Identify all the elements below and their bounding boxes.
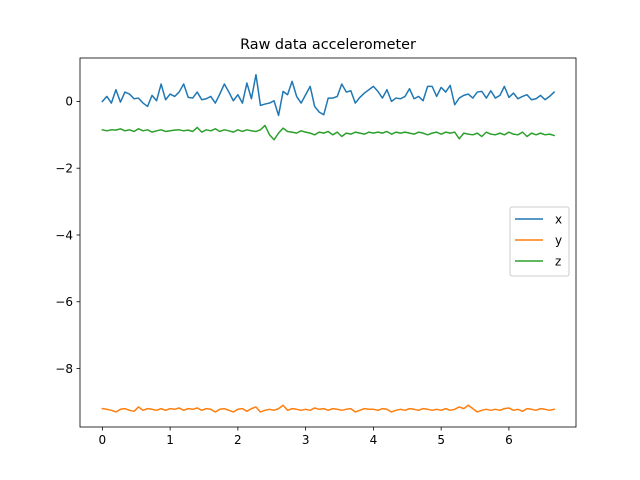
series-line-x <box>101 73 556 117</box>
chart-title: Raw data accelerometer <box>240 37 416 53</box>
x-axis: 0 1 2 3 4 5 6 <box>99 427 513 447</box>
y-tick-label: 0 <box>65 95 73 109</box>
legend-label-z: z <box>555 254 561 268</box>
x-tick-label: 0 <box>99 433 107 447</box>
y-tick-label: −6 <box>55 295 73 309</box>
y-axis: 0 −2 −4 −6 −8 <box>55 95 80 376</box>
series-line-y <box>101 404 556 413</box>
x-tick-label: 4 <box>370 433 378 447</box>
legend-label-x: x <box>555 212 562 226</box>
y-tick-label: −8 <box>55 362 73 376</box>
legend: xyz <box>509 206 570 277</box>
y-tick-label: −2 <box>55 161 73 175</box>
x-tick-label: 5 <box>437 433 445 447</box>
x-tick-label: 3 <box>302 433 310 447</box>
plot-frame <box>79 57 577 428</box>
y-tick-label: −4 <box>55 228 73 242</box>
x-tick-label: 1 <box>166 433 174 447</box>
x-tick-label: 2 <box>234 433 242 447</box>
series-line-z <box>101 124 556 141</box>
x-tick-label: 6 <box>505 433 513 447</box>
legend-box <box>509 206 570 277</box>
legend-label-y: y <box>555 233 562 247</box>
series-layer <box>101 73 556 413</box>
